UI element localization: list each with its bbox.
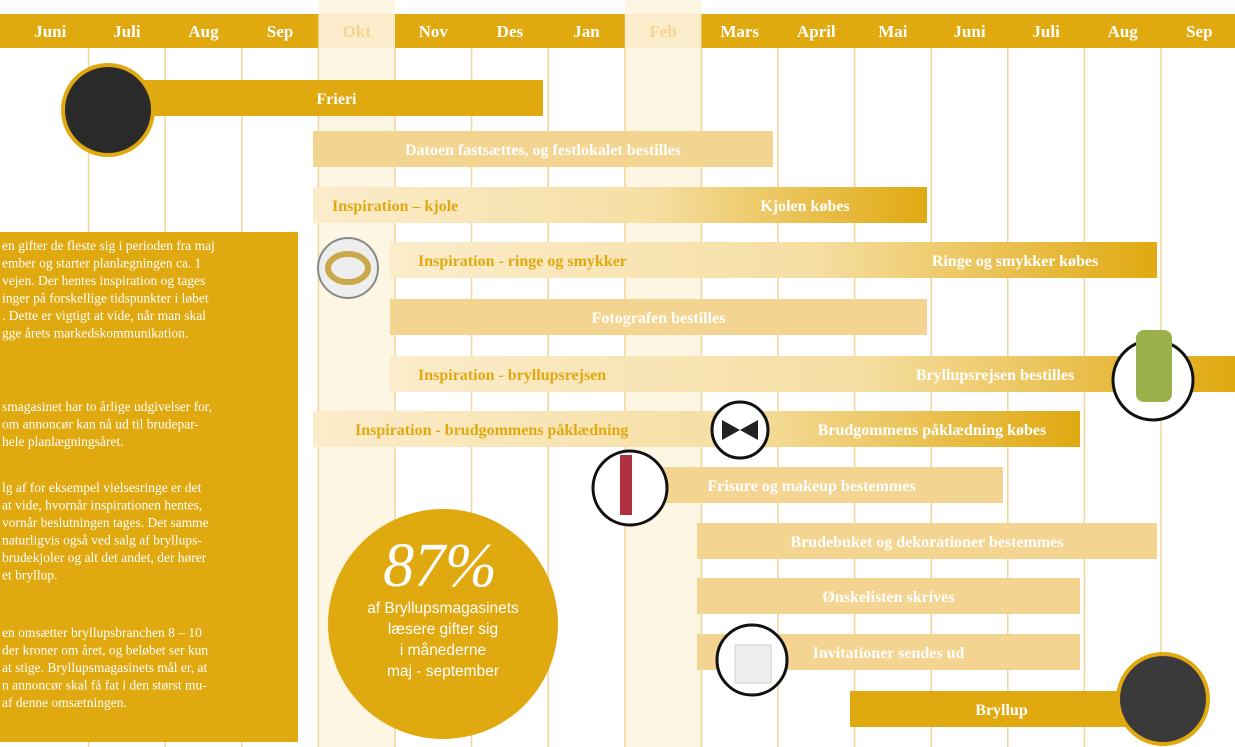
- text-box-line: hele planlægningsåret.: [2, 434, 123, 449]
- month-label: Juli: [1032, 22, 1060, 41]
- text-box-line: at stige. Bryllupsmagasinets mål er, at: [2, 660, 208, 675]
- stat-value: 87%: [383, 532, 497, 600]
- inspiration-label: Inspiration – kjole: [332, 198, 458, 215]
- photo-proposal: [63, 65, 153, 155]
- text-box-line: . Dette er vigtigt at vide, når man skal: [2, 308, 206, 323]
- stat-line: i månederne: [400, 642, 486, 659]
- photo-wedding: [1118, 654, 1208, 744]
- month-label: Juli: [113, 22, 141, 41]
- month-label: Aug: [188, 22, 219, 41]
- timeline-infographic: Juni Juli Aug Sep Okt Nov Des Jan Feb Mars April Ma…: [0, 0, 1235, 747]
- text-box-line: af denne omsætningen.: [2, 695, 127, 710]
- stat-line: læsere gifter sig: [388, 621, 498, 638]
- task-label: Brudebuket og dekorationer bestemmes: [790, 534, 1063, 551]
- text-box-line: en gifter de fleste sig i perioden fra m…: [2, 238, 215, 253]
- month-label: Aug: [1108, 22, 1139, 41]
- month-label: Feb: [649, 22, 676, 41]
- text-box-line: at vide, hvornår inspirationen hentes,: [2, 498, 202, 513]
- task-label: Bryllup: [975, 702, 1028, 719]
- text-box-line: en omsætter bryllupsbranchen 8 – 10: [2, 625, 202, 640]
- task-label: Datoen fastsættes, og festlokalet bestil…: [405, 142, 681, 159]
- month-label: Okt: [343, 22, 372, 41]
- text-box-line: smagasinet har to årlige udgivelser for,: [2, 399, 212, 414]
- task-label: Kjolen købes: [760, 198, 849, 215]
- month-label: Mars: [720, 22, 759, 41]
- text-box-line: brudekjoler og alt det andet, der hører: [2, 550, 207, 565]
- text-box-line: naturligvis også ved salg af bryllups-: [2, 533, 202, 548]
- task-label: Bryllupsrejsen bestilles: [916, 367, 1074, 384]
- month-label: Sep: [1186, 22, 1212, 41]
- stat-line: af Bryllupsmagasinets: [367, 600, 519, 617]
- task-label: Frieri: [317, 91, 358, 108]
- task-label: Fotografen bestilles: [592, 310, 726, 327]
- month-label: Mai: [878, 22, 908, 41]
- month-label: Sep: [267, 22, 293, 41]
- inspiration-label: Inspiration - brudgommens påklædning: [355, 422, 628, 439]
- task-label: Frisure og makeup bestemmes: [707, 478, 915, 495]
- inspiration-label: Inspiration - bryllupsrejsen: [418, 367, 606, 384]
- month-label: Juni: [953, 22, 985, 41]
- text-box-line: om annoncør kan nå ud til brudepar-: [2, 417, 199, 432]
- month-label: Des: [497, 22, 524, 41]
- text-box-line: gge årets markedskommunikation.: [2, 326, 188, 341]
- suitcase: [1136, 330, 1172, 402]
- month-label: Nov: [419, 22, 449, 41]
- text-box-line: inger på forskellige tidspunkter i løbet: [2, 291, 209, 306]
- invitation: [735, 645, 771, 683]
- lipstick: [620, 455, 632, 515]
- task-label: Ønskelisten skrives: [822, 589, 954, 606]
- text-box-line: vejen. Der hentes inspiration og tages: [2, 273, 205, 288]
- text-box-line: ember og starter planlægningen ca. 1: [2, 256, 201, 271]
- text-box-line: lg af for eksempel vielsesringe er det: [2, 480, 202, 495]
- task-label: Invitationer sendes ud: [813, 645, 965, 662]
- inspiration-label: Inspiration - ringe og smykker: [418, 253, 627, 270]
- month-label: Jan: [573, 22, 600, 41]
- month-label: Juni: [34, 22, 66, 41]
- text-box-line: vornår beslutningen tages. Det samme: [2, 515, 209, 530]
- stat-line: maj - september: [387, 663, 499, 680]
- text-box-line: et bryllup.: [2, 568, 58, 583]
- text-box-line: der kroner om året, og beløbet ser kun: [2, 643, 208, 658]
- month-label: April: [797, 22, 836, 41]
- task-label: Ringe og smykker købes: [932, 253, 1098, 270]
- text-box-line: n annoncør skal få fat i den størst mu-: [2, 678, 207, 693]
- task-label: Brudgommens påklædning købes: [818, 422, 1047, 439]
